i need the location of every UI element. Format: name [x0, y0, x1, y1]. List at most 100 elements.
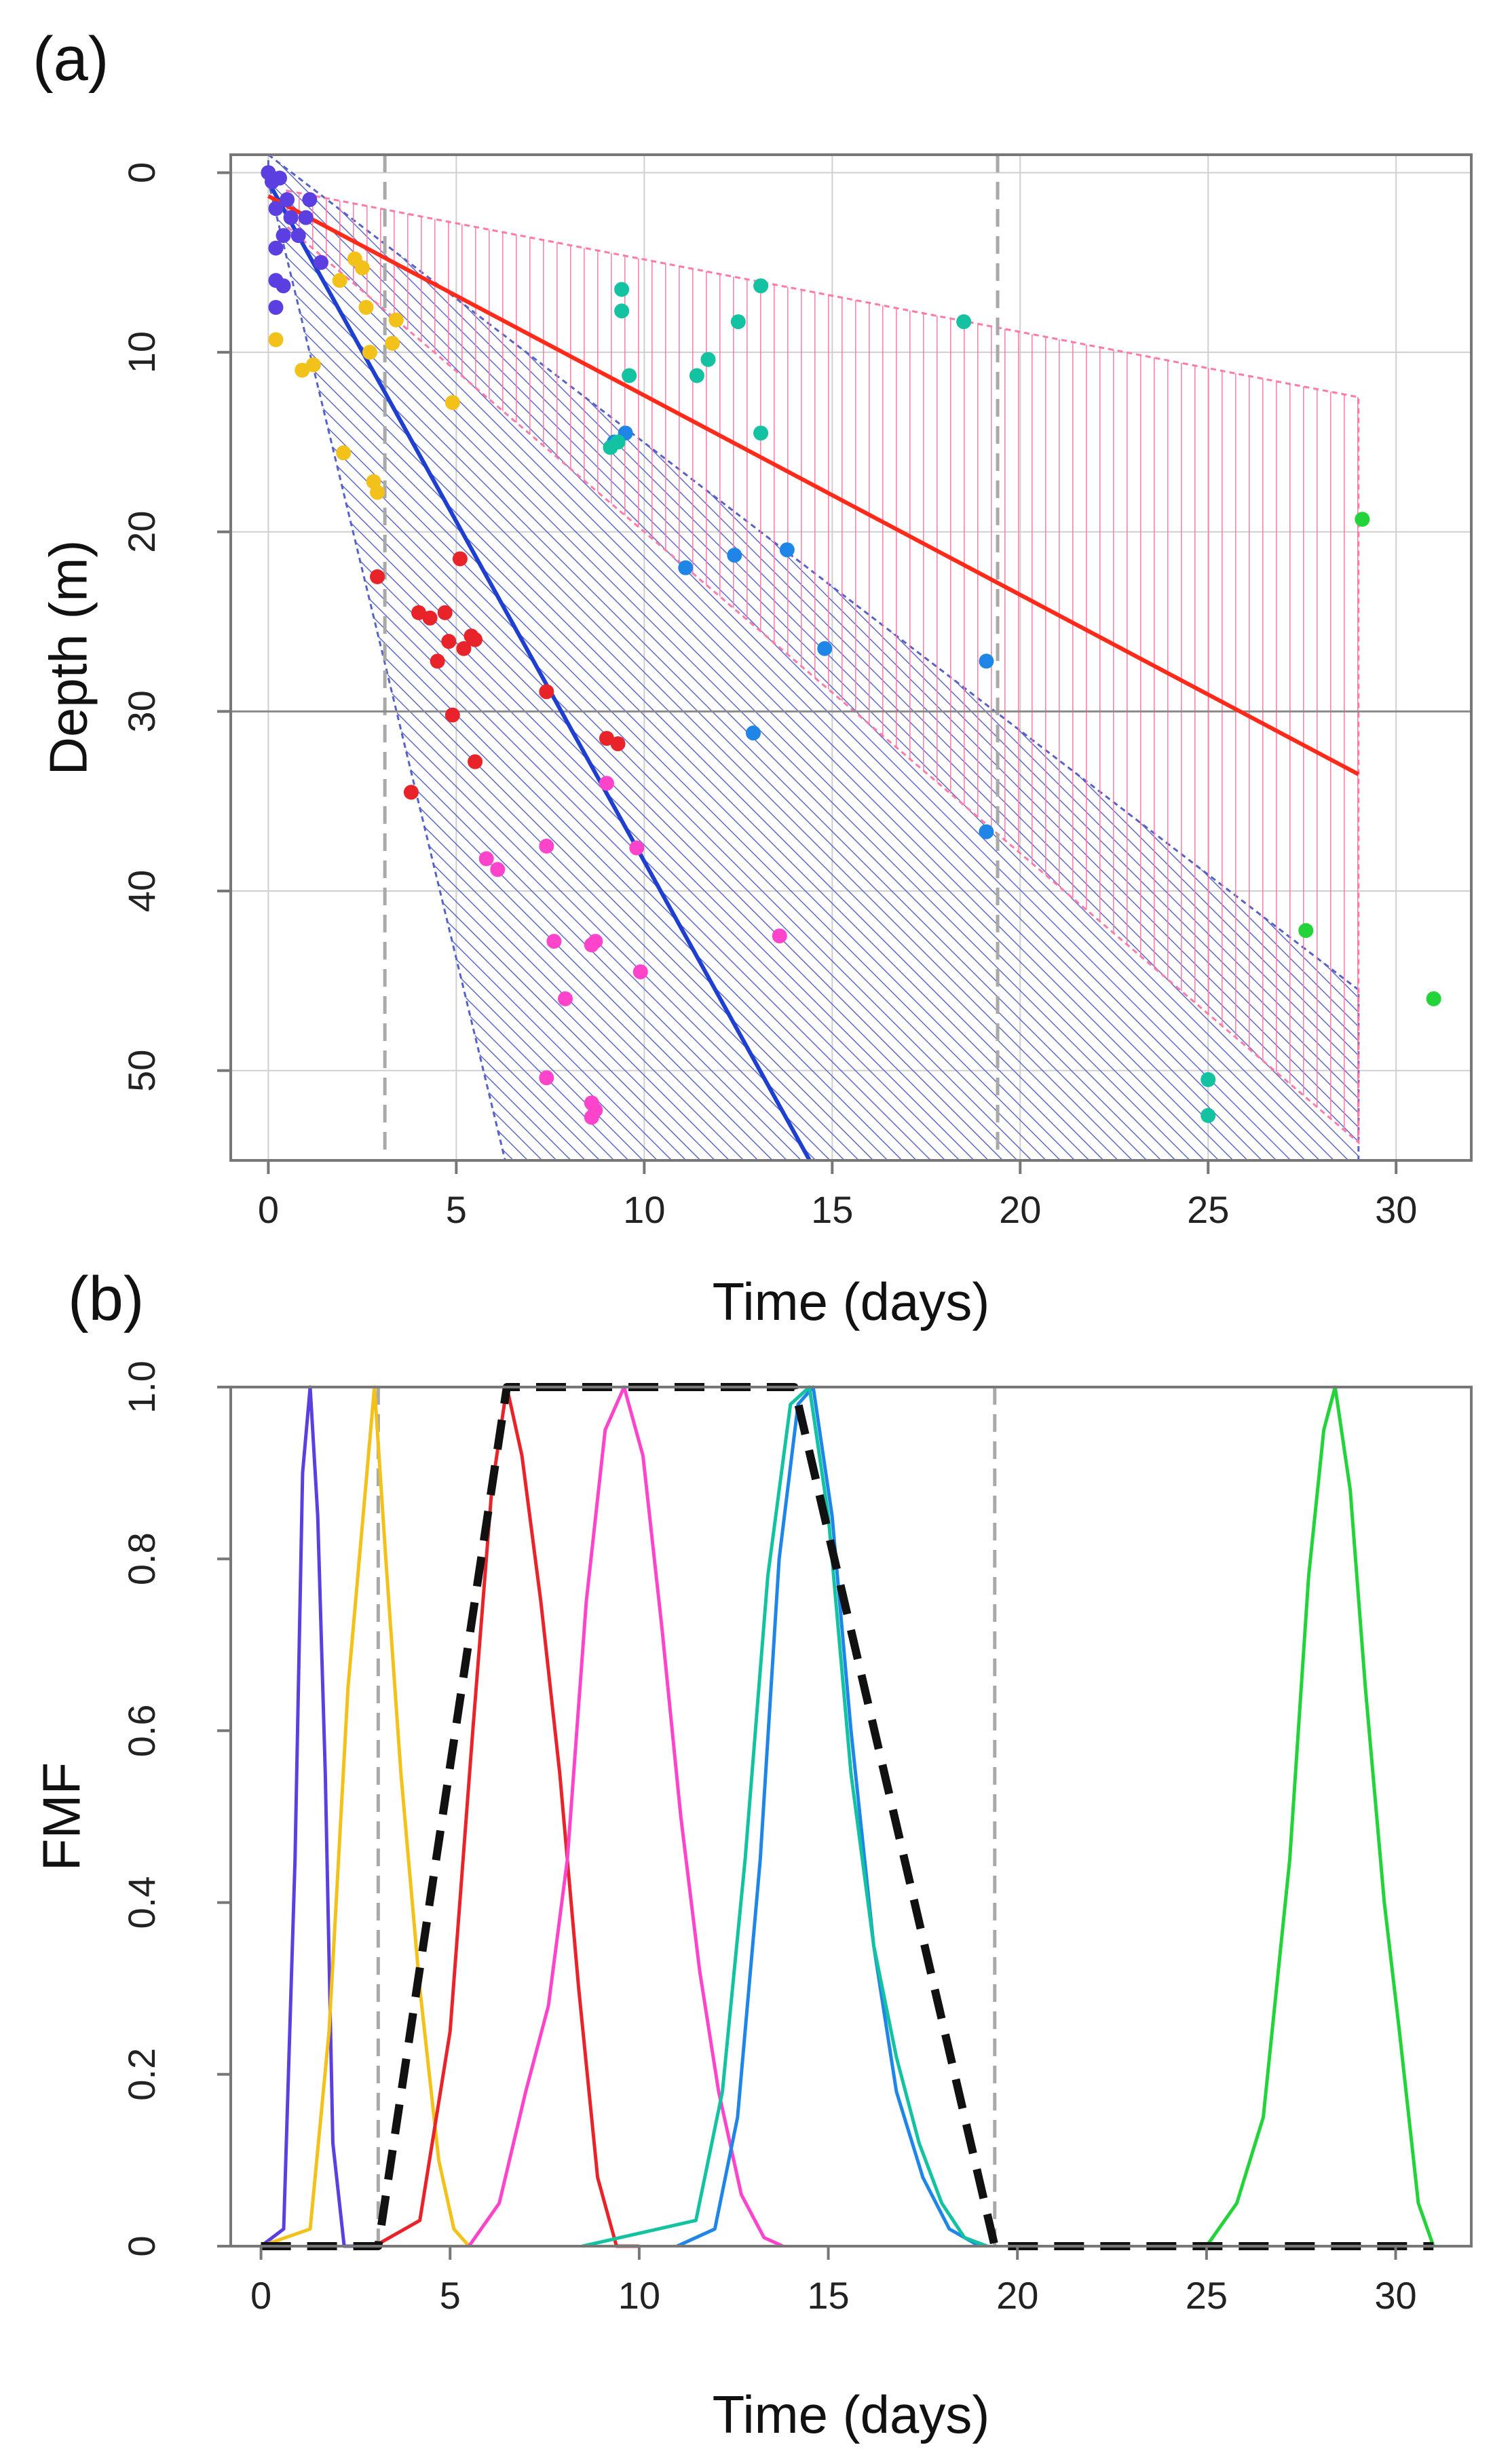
point-red-7 [441, 634, 457, 649]
curve-blue [676, 1385, 981, 2248]
point-teal-4 [956, 314, 972, 330]
point-gold-3 [332, 273, 347, 288]
point-teal-7 [622, 368, 637, 383]
point-purple-14 [268, 299, 284, 315]
point-magenta-7 [588, 934, 603, 949]
point-purple-5 [283, 210, 299, 225]
point-gold-11 [336, 445, 352, 461]
panel-b-label: (b) [68, 1264, 144, 1333]
panel-b-fmf-vs-time: 0 5 10 15 20 25 30 0 0.2 0.4 0.6 0.8 1.0 Time (days)… [31, 1361, 1473, 2444]
point-gold-13 [370, 485, 385, 500]
point-magenta-9 [772, 928, 787, 944]
y-tick-label-0: 0 [120, 2235, 163, 2256]
point-red-11 [468, 754, 483, 770]
panel-b-y-axis-label: FMF [31, 1762, 91, 1871]
point-gold-6 [385, 335, 400, 351]
point-teal-11 [1201, 1072, 1216, 1087]
y-tick-label-0.6: 0.6 [120, 1704, 163, 1757]
point-blue-4 [979, 653, 994, 669]
blue-fit [266, 181, 812, 1160]
x-tick-label-15: 15 [807, 2274, 849, 2317]
curve-magenta [468, 1385, 784, 2248]
y-tick-label-0.2: 0.2 [120, 2048, 163, 2101]
panel-a-y-axis-label: Depth (m) [38, 540, 98, 776]
point-blue-3 [817, 641, 833, 656]
x-tick-label-30: 30 [1374, 2274, 1416, 2317]
pink-band [286, 189, 1360, 1145]
point-purple-6 [302, 192, 318, 208]
y-tick-label-30: 30 [120, 690, 163, 732]
point-gold-2 [354, 260, 370, 276]
point-magenta-11 [539, 1070, 554, 1086]
point-teal-3 [730, 314, 746, 330]
panel-b-ticks: 0 5 10 15 20 25 30 0 0.2 0.4 0.6 0.8 1.0 [120, 1361, 1417, 2317]
point-purple-2 [272, 170, 288, 186]
panel-b-curves [260, 1383, 1435, 2250]
panel-a-plot-frame [229, 153, 1473, 1162]
panel-a-fit-lines [266, 181, 1360, 1160]
x-tick-label-25: 25 [1187, 1188, 1229, 1231]
x-tick-label-10: 10 [618, 2274, 660, 2317]
point-purple-4 [268, 201, 284, 216]
point-teal-6 [689, 368, 704, 383]
x-tick-label-0: 0 [250, 2274, 271, 2317]
point-blue-5 [745, 725, 761, 741]
point-red-12 [599, 731, 614, 746]
point-red-8 [430, 653, 445, 669]
point-magenta-3 [629, 840, 645, 856]
curve-red [373, 1385, 639, 2248]
x-tick-label-25: 25 [1186, 2274, 1228, 2317]
point-gold-10 [445, 395, 460, 411]
point-red-15 [445, 707, 460, 723]
y-tick-label-10: 10 [120, 331, 163, 373]
x-tick-label-30: 30 [1375, 1188, 1417, 1231]
panel-a-x-axis-label: Time (days) [713, 1272, 990, 1331]
point-magenta-8 [558, 991, 573, 1006]
y-tick-label-50: 50 [120, 1050, 163, 1092]
panel-a-points [261, 165, 1441, 1125]
point-green-0 [1355, 512, 1370, 527]
point-blue-6 [979, 824, 994, 839]
point-blue-1 [727, 548, 742, 563]
x-tick-label-5: 5 [440, 2274, 461, 2317]
point-red-3 [422, 610, 438, 626]
point-red-10 [539, 684, 554, 700]
point-teal-2 [753, 278, 769, 294]
series-green [1298, 512, 1441, 1006]
x-tick-label-15: 15 [811, 1188, 853, 1231]
series-magenta [478, 776, 787, 1125]
y-tick-label-1: 1.0 [120, 1361, 163, 1414]
point-magenta-10 [632, 964, 648, 980]
panel-a-label: (a) [33, 24, 109, 94]
point-purple-13 [276, 278, 291, 294]
point-gold-5 [388, 312, 404, 328]
panel-a-depth-vs-time: 0 5 10 15 20 25 30 0 10 20 30 40 50 Time (days) Dept… [38, 153, 1473, 1331]
point-purple-10 [268, 240, 284, 256]
point-gold-9 [295, 362, 310, 378]
point-red-13 [610, 736, 626, 752]
point-purple-9 [290, 228, 306, 244]
series-gold [268, 251, 460, 500]
series-red [370, 551, 626, 800]
point-red-0 [370, 569, 385, 584]
point-teal-12 [1201, 1107, 1216, 1123]
point-teal-1 [614, 303, 630, 319]
point-blue-2 [779, 542, 795, 558]
panel-a-ticks: 0 5 10 15 20 25 30 0 10 20 30 40 50 [120, 162, 1417, 1231]
panel-a-reference-lines [231, 155, 1471, 1160]
panel-b-reference-lines [376, 1387, 997, 2246]
point-gold-0 [268, 332, 284, 347]
point-gold-7 [362, 345, 377, 360]
x-tick-label-20: 20 [999, 1188, 1041, 1231]
point-red-2 [411, 605, 426, 620]
point-magenta-4 [599, 776, 614, 791]
curve-purple [260, 1385, 375, 2248]
y-tick-label-40: 40 [120, 870, 163, 912]
point-red-9 [468, 632, 483, 647]
point-teal-8 [753, 425, 769, 441]
point-purple-11 [313, 254, 328, 270]
point-blue-0 [678, 560, 694, 575]
x-tick-label-20: 20 [996, 2274, 1038, 2317]
x-tick-label-5: 5 [446, 1188, 467, 1231]
red-fit [267, 194, 1360, 776]
